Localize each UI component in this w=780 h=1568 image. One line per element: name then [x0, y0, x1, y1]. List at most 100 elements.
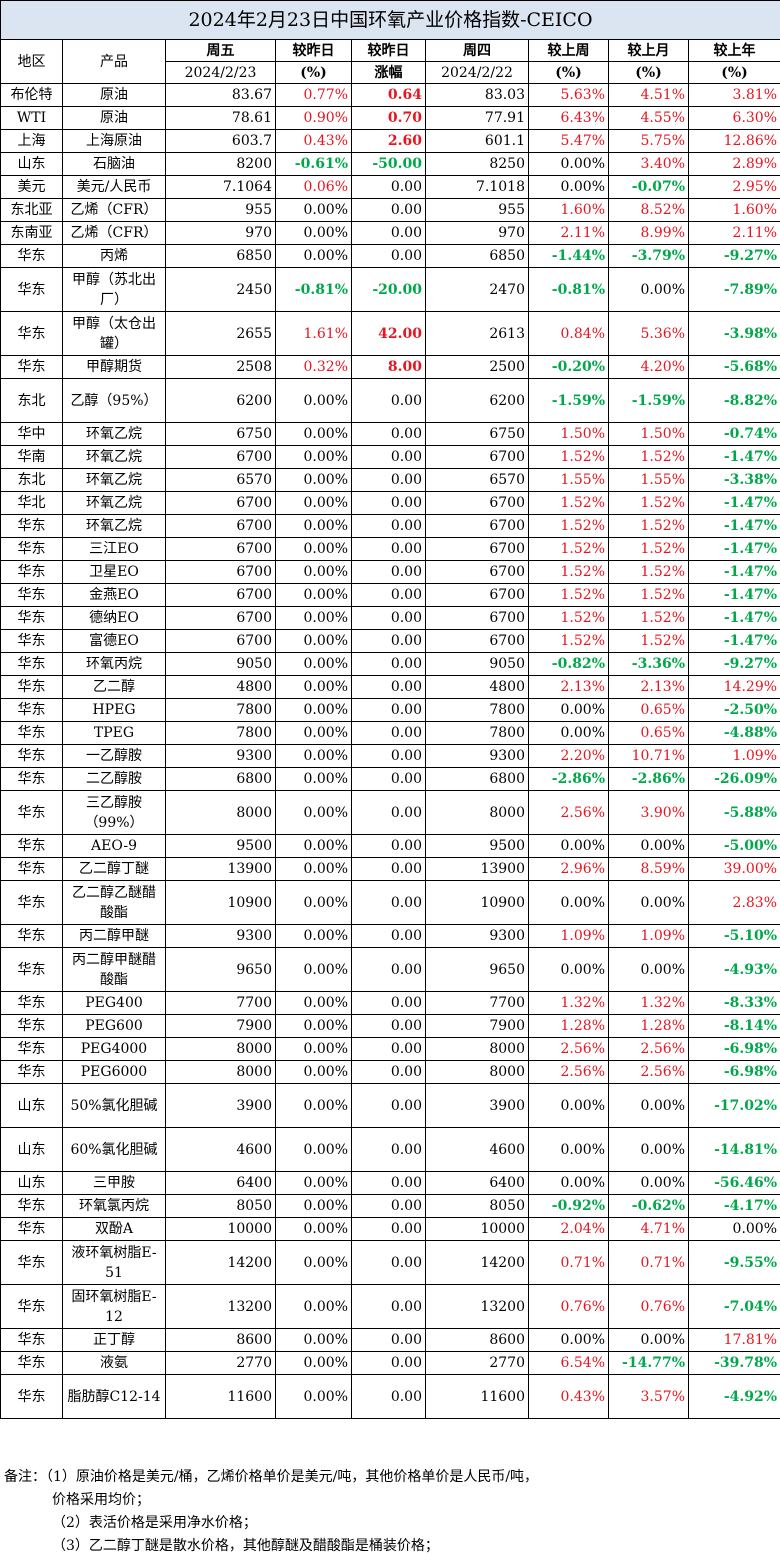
cell-vs-yday-pct: 0.00% [275, 221, 352, 245]
cell-vs-month: 8.52% [608, 198, 689, 222]
cell-region: 山东 [0, 1083, 63, 1128]
header-vs-week: 较上周 [528, 39, 609, 62]
cell-vs-week: 1.52% [528, 583, 609, 607]
cell-vs-yday-abs: 42.00 [351, 311, 426, 356]
cell-fri-price: 2508 [165, 355, 276, 379]
cell-vs-week: 0.43% [528, 1374, 609, 1419]
cell-fri-price: 6700 [165, 491, 276, 515]
cell-vs-year: -4.17% [687, 1194, 780, 1218]
cell-vs-month: 0.00% [608, 1328, 689, 1352]
cell-vs-month: 3.57% [608, 1374, 689, 1419]
cell-vs-week: 0.00% [528, 1328, 609, 1352]
cell-product: 固环氧树脂E-12 [62, 1284, 166, 1329]
cell-vs-year: -6.98% [687, 1037, 780, 1061]
cell-product: 甲醇（苏北出厂） [62, 267, 166, 312]
cell-vs-year: -5.10% [687, 924, 780, 948]
cell-product: 正丁醇 [62, 1328, 166, 1352]
cell-vs-month: -14.77% [608, 1351, 689, 1375]
cell-product: 石脑油 [62, 152, 166, 176]
cell-product: 液环氧树脂E-51 [62, 1240, 166, 1285]
cell-vs-yday-pct: 0.00% [275, 1171, 352, 1195]
cell-vs-week: 0.00% [528, 698, 609, 722]
cell-vs-yday-abs: 0.00 [351, 767, 426, 791]
table-row: 山东 石脑油 8200 -0.61% -50.00 8250 0.00% 3.40% 2.89% [0, 152, 780, 176]
cell-vs-month: 3.40% [608, 152, 689, 176]
note-line-4: （3）乙二醇丁醚是散水价格，其他醇醚及醋酸酯是桶装价格； [52, 1538, 439, 1554]
cell-product: 环氧乙烷 [62, 514, 166, 538]
cell-vs-yday-pct: 0.00% [275, 1014, 352, 1038]
cell-vs-week: 2.56% [528, 790, 609, 835]
cell-vs-yday-abs: 0.00 [351, 1060, 426, 1084]
table-row: 华中 环氧乙烷 6750 0.00% 0.00 6750 1.50% 1.50% -0.74% [0, 422, 780, 446]
cell-thu-price: 9300 [425, 744, 529, 768]
cell-vs-yday-pct: 0.00% [275, 947, 352, 992]
cell-vs-yday-pct: 0.00% [275, 560, 352, 584]
cell-vs-month: 0.65% [608, 721, 689, 745]
cell-vs-week: 1.28% [528, 1014, 609, 1038]
cell-vs-month: 8.99% [608, 221, 689, 245]
cell-vs-yday-pct: 0.00% [275, 834, 352, 858]
cell-product: 上海原油 [62, 129, 166, 153]
cell-product: 环氧氯丙烷 [62, 1194, 166, 1218]
cell-vs-yday-pct: 0.00% [275, 857, 352, 881]
cell-product: 50%氯化胆碱 [62, 1083, 166, 1128]
cell-fri-price: 6700 [165, 537, 276, 561]
cell-vs-year: -9.55% [687, 1240, 780, 1285]
cell-vs-month: -0.62% [608, 1194, 689, 1218]
cell-region: 华东 [0, 1014, 63, 1038]
table-row: 华东 PEG4000 8000 0.00% 0.00 8000 2.56% 2.56% -6.9… [0, 1037, 780, 1061]
cell-fri-price: 11600 [165, 1374, 276, 1419]
cell-vs-month: 0.65% [608, 698, 689, 722]
cell-vs-week: 5.63% [528, 83, 609, 107]
cell-vs-year: -1.47% [687, 606, 780, 630]
cell-vs-week: 0.00% [528, 834, 609, 858]
cell-fri-price: 9650 [165, 947, 276, 992]
table-row: 华东 德纳EO 6700 0.00% 0.00 6700 1.52% 1.52% -1.47% [0, 606, 780, 630]
table-row: 山东 60%氯化胆碱 4600 0.00% 0.00 4600 0.00% 0.00% -14.… [0, 1127, 780, 1172]
table-row: 布伦特 原油 83.67 0.77% 0.64 83.03 5.63% 4.51% 3.81% [0, 83, 780, 107]
cell-vs-yday-pct: 0.00% [275, 1328, 352, 1352]
cell-vs-year: -8.82% [687, 378, 780, 423]
cell-vs-yday-abs: 0.00 [351, 1374, 426, 1419]
cell-thu-price: 4600 [425, 1127, 529, 1172]
cell-region: 华东 [0, 767, 63, 791]
cell-vs-yday-pct: 1.61% [275, 311, 352, 356]
cell-vs-yday-abs: 2.60 [351, 129, 426, 153]
cell-fri-price: 7800 [165, 721, 276, 745]
cell-thu-price: 8050 [425, 1194, 529, 1218]
cell-product: TPEG [62, 721, 166, 745]
cell-product: 环氧乙烷 [62, 468, 166, 492]
cell-region: 华东 [0, 652, 63, 676]
cell-region: 华东 [0, 1060, 63, 1084]
cell-product: 丙烯 [62, 244, 166, 268]
cell-vs-yday-abs: 0.00 [351, 834, 426, 858]
cell-fri-price: 6700 [165, 514, 276, 538]
cell-fri-price: 2770 [165, 1351, 276, 1375]
cell-vs-week: 2.20% [528, 744, 609, 768]
cell-thu-price: 8000 [425, 790, 529, 835]
cell-region: 华东 [0, 1351, 63, 1375]
header-fri-date: 2024/2/23 [165, 61, 276, 84]
table-row: 华东 AEO-9 9500 0.00% 0.00 9500 0.00% 0.00% -5.00% [0, 834, 780, 858]
cell-product: 乙醇（95%） [62, 378, 166, 423]
table-row: 华东 乙二醇 4800 0.00% 0.00 4800 2.13% 2.13% 14.29% [0, 675, 780, 699]
cell-fri-price: 6800 [165, 767, 276, 791]
cell-thu-price: 6800 [425, 767, 529, 791]
cell-vs-yday-pct: 0.00% [275, 1351, 352, 1375]
cell-vs-month: 1.28% [608, 1014, 689, 1038]
cell-vs-month: -0.07% [608, 175, 689, 199]
cell-vs-year: -1.47% [687, 537, 780, 561]
table-row: 华南 环氧乙烷 6700 0.00% 0.00 6700 1.52% 1.52% -1.47% [0, 445, 780, 469]
cell-vs-yday-abs: 0.00 [351, 468, 426, 492]
cell-vs-year: 1.09% [687, 744, 780, 768]
cell-vs-month: 5.36% [608, 311, 689, 356]
cell-vs-yday-abs: 0.00 [351, 1351, 426, 1375]
cell-vs-year: -0.74% [687, 422, 780, 446]
cell-vs-yday-abs: 0.00 [351, 1217, 426, 1241]
cell-region: 华东 [0, 1037, 63, 1061]
cell-vs-month: -3.36% [608, 652, 689, 676]
table-row: 华东 二乙醇胺 6800 0.00% 0.00 6800 -2.86% -2.86% -26.0… [0, 767, 780, 791]
cell-product: 环氧乙烷 [62, 422, 166, 446]
table-row: 华东 丙二醇甲醚 9300 0.00% 0.00 9300 1.09% 1.09% -5.10% [0, 924, 780, 948]
cell-product: 双酚A [62, 1217, 166, 1241]
